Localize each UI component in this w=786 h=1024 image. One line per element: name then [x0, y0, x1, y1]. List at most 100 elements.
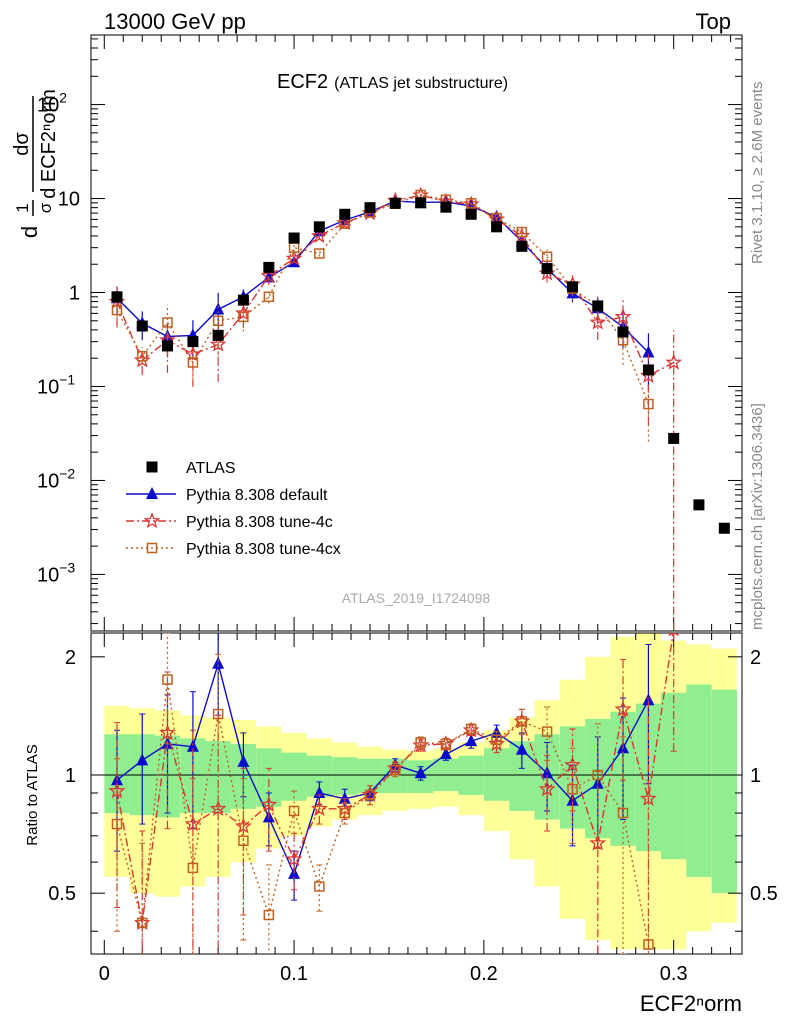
ratio-marker-default — [465, 734, 478, 747]
main-marker-tune-4c — [665, 353, 683, 370]
ratio-marker-tune-4cx — [136, 917, 148, 929]
main-y-tick-label: 10−2 — [37, 465, 75, 492]
band-inner-bin — [281, 752, 307, 801]
ratio-marker-tune-4c — [285, 850, 303, 867]
main-line-tune-4c — [116, 194, 675, 377]
header-process-label: 13000 GeV pp — [104, 9, 246, 34]
axis-tick-labels: 0 0.1 0.2 0.3 102 10 1 10−1 10−2 10−3 0.5 0.5 1 1 2 2 — [37, 90, 778, 985]
ratio-line-tune-4cx — [116, 679, 650, 945]
ratio-marker-tune-4cx — [263, 909, 275, 921]
main-marker-atlas — [111, 291, 123, 303]
main-marker-atlas — [668, 432, 680, 444]
chart-subtitle: (ATLAS jet substructure) — [334, 75, 508, 92]
ratio-marker-tune-4cx — [364, 789, 376, 801]
main-marker-tune-4c — [260, 267, 278, 284]
ratio-marker-default — [515, 742, 528, 755]
ratio-marker-tune-4c — [311, 799, 328, 816]
main-marker-tune-4c — [589, 313, 607, 330]
legend-label-atlas: ATLAS — [186, 460, 236, 477]
band-inner-bin — [711, 689, 737, 894]
main-marker-atlas — [415, 197, 427, 209]
ratio-marker-tune-4cx — [187, 862, 199, 874]
main-marker-default — [490, 209, 503, 222]
ratio-marker-default — [338, 791, 351, 804]
ratio-marker-tune-4cx — [541, 726, 553, 737]
main-marker-atlas — [339, 208, 351, 220]
main-marker-tune-4cx — [238, 311, 249, 323]
main-marker-atlas — [516, 240, 528, 252]
main-line-tune-4cx — [116, 194, 650, 405]
main-y-tick-label: 102 — [37, 90, 67, 117]
main-panel-frame — [90, 34, 743, 632]
main-marker-tune-4cx — [187, 357, 199, 368]
ratio-marker-tune-4cx — [415, 737, 426, 748]
ratio-marker-tune-4cx — [592, 769, 604, 781]
main-marker-atlas — [718, 522, 730, 534]
ratio-marker-tune-4cx — [238, 835, 249, 847]
axis-ticks — [91, 35, 742, 954]
ratio-marker-tune-4c — [589, 834, 607, 851]
main-marker-tune-4c — [614, 308, 632, 325]
legend-label-default: Pythia 8.308 default — [186, 487, 328, 504]
main-y-axis-label: d 1 σ dσ d ECF2ⁿorm — [11, 89, 60, 238]
ylabel-prefix: d — [17, 226, 42, 238]
main-marker-atlas — [212, 329, 224, 341]
main-marker-atlas — [440, 201, 452, 213]
main-marker-atlas — [237, 294, 249, 306]
x-tick-label: 0.2 — [470, 963, 498, 985]
ratio-y-axis-label: Ratio to ATLAS — [24, 744, 41, 845]
main-marker-atlas — [313, 221, 325, 233]
main-marker-tune-4cx — [263, 291, 275, 303]
ratio-marker-default — [642, 693, 655, 706]
main-marker-atlas — [465, 208, 477, 220]
band-inner-bin — [661, 692, 687, 860]
band-inner-bin — [332, 757, 358, 795]
ratio-marker-tune-4cx — [465, 723, 477, 735]
ratio-y-tick-label-left: 0.5 — [48, 883, 76, 905]
ratio-marker-tune-4c — [108, 782, 126, 799]
legend-marker-tune-4c — [143, 512, 161, 529]
band-inner-bin — [483, 748, 510, 801]
ratio-marker-tune-4c — [614, 700, 632, 717]
ratio-marker-tune-4cx — [339, 807, 351, 819]
ylabel-frac2-den: d ECF2ⁿorm — [38, 89, 60, 199]
ratio-marker-default — [439, 747, 452, 760]
main-marker-atlas — [642, 364, 654, 376]
header-tag-label: Top — [696, 9, 731, 34]
main-marker-atlas — [187, 336, 199, 348]
mcplots-label: mcplots.cern.ch [arXiv:1306.3436] — [749, 403, 766, 630]
main-marker-atlas — [491, 221, 503, 233]
ratio-marker-tune-4cx — [617, 807, 629, 819]
rivet-version-label: Rivet 3.1.10, ≥ 2.6M events — [749, 82, 766, 265]
main-marker-atlas — [263, 261, 275, 273]
legend-marker-default — [146, 487, 158, 499]
main-marker-tune-4cx — [643, 398, 654, 410]
main-marker-atlas — [364, 202, 376, 214]
main-marker-atlas — [136, 320, 148, 332]
ratio-marker-default — [414, 766, 427, 779]
ratio-marker-tune-4c — [184, 815, 202, 832]
ratio-panel-data — [108, 633, 679, 954]
analysis-label: ATLAS_2019_I1724098 — [342, 590, 491, 606]
main-marker-tune-4c — [285, 249, 303, 266]
main-y-tick-label: 1 — [69, 283, 80, 305]
ratio-marker-tune-4c — [538, 780, 556, 797]
chart-title-main: ECF2 — [277, 71, 328, 93]
ratio-marker-tune-4cx — [389, 764, 401, 776]
ratio-marker-tune-4c — [640, 790, 657, 806]
ratio-marker-default — [212, 656, 225, 669]
main-y-tick-label: 10−1 — [37, 371, 75, 398]
main-marker-atlas — [592, 300, 604, 312]
main-y-tick-label: 10 — [58, 189, 80, 211]
main-line-default — [116, 200, 649, 353]
ratio-panel-frame — [90, 632, 743, 955]
ratio-y-tick-label-right: 1 — [750, 765, 761, 787]
ratio-marker-tune-4cx — [162, 674, 173, 685]
ratio-marker-tune-4cx — [567, 783, 578, 795]
ylabel-frac1-den: σ — [36, 202, 55, 213]
ylabel-frac2-num: dσ — [11, 132, 33, 156]
ratio-marker-default — [186, 739, 199, 752]
x-tick-label: 0 — [99, 963, 110, 985]
main-y-tick-label: 10−3 — [37, 559, 75, 586]
